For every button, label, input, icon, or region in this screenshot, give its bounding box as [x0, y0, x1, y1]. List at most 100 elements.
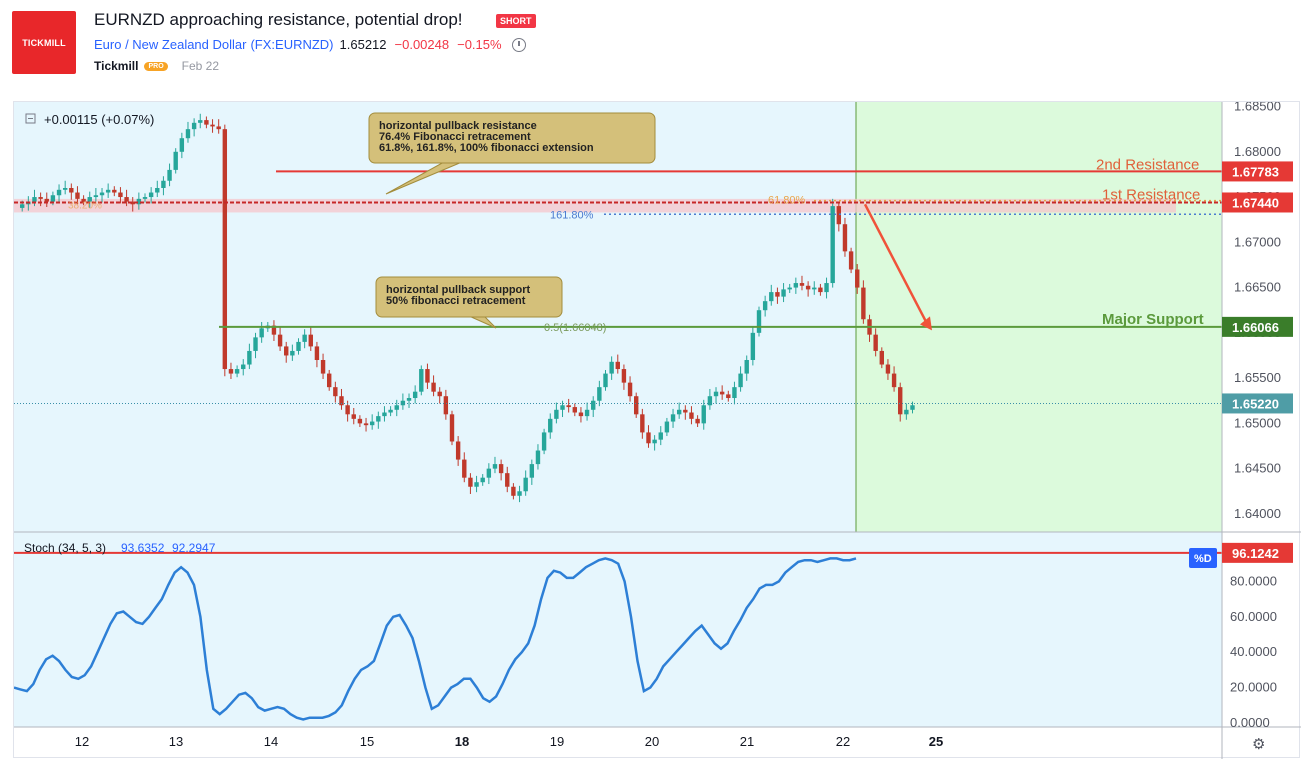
candle-body [793, 283, 799, 288]
candle-body [885, 364, 891, 374]
candle-body [744, 360, 749, 374]
stoch-series-badge-bg [1189, 548, 1217, 568]
candle-body [676, 409, 682, 415]
symbol-code-link[interactable]: (FX:EURNZD) [250, 37, 334, 52]
candle-body [566, 405, 571, 408]
candle-body [93, 195, 99, 198]
candle-body [50, 195, 56, 202]
candle-body [455, 441, 461, 460]
candle-body [87, 197, 92, 202]
stoch-d-value: 92.2947 [172, 541, 216, 555]
projection-zone [856, 102, 1222, 532]
second-resistance-label: 2nd Resistance [1096, 156, 1199, 173]
candle-body [333, 387, 338, 397]
candle-body [511, 486, 516, 496]
publish-date: Feb 22 [181, 59, 219, 73]
settings-gear-icon[interactable]: ⚙ [1252, 736, 1266, 753]
price-change: −0.00248 [394, 37, 450, 52]
candle-body [388, 409, 393, 413]
author-name[interactable]: Tickmill [94, 59, 139, 73]
candle-body [468, 477, 473, 487]
candle-body [406, 398, 412, 401]
first-resistance-tag: 1.67440 [1232, 195, 1279, 210]
candle-body [855, 269, 860, 288]
first-resistance-tag-bg [1222, 192, 1293, 213]
candle-body [20, 204, 25, 208]
candle-body [769, 292, 774, 302]
candle-body [812, 287, 817, 290]
chart-svg[interactable]: 61.80% 161.80% 0.5(1.66048) 38.20% 2nd Resis… [14, 102, 1301, 759]
price-tick-label: 1.68000 [1234, 144, 1281, 159]
candle-body [216, 126, 221, 130]
candle-body [234, 369, 240, 374]
stoch-tick-label: 60.0000 [1230, 609, 1277, 624]
price-tick-label: 1.64500 [1234, 461, 1281, 476]
second-resistance-tag-bg [1222, 161, 1293, 182]
support-annotation-line: 50% fibonacci retracement [386, 295, 526, 307]
candle-body [302, 334, 307, 342]
candle-body [695, 418, 700, 424]
candle-body [167, 169, 172, 181]
last-price-tag: 1.65220 [1232, 396, 1279, 411]
time-tick-label: 13 [169, 734, 183, 749]
candle-body [480, 477, 485, 483]
candle-body [38, 197, 43, 199]
logo-text: TICKMILL [22, 37, 66, 48]
stoch-tick-label: 20.0000 [1230, 680, 1277, 695]
candle-body [161, 180, 166, 188]
candle-body [830, 206, 835, 284]
tickmill-logo[interactable]: TICKMILL [12, 11, 76, 74]
candle-body [400, 400, 406, 406]
price-tick-label: 1.65000 [1234, 415, 1281, 430]
candle-body [327, 373, 332, 388]
candle-body [634, 396, 639, 415]
chart-header: TICKMILL EURNZD approaching resistance, … [0, 0, 1312, 98]
candle-body [136, 198, 142, 205]
candle-body [32, 197, 37, 202]
time-tick-label: 15 [360, 734, 374, 749]
candle-body [756, 310, 762, 333]
candle-body [640, 414, 645, 433]
time-tick-label: 19 [550, 734, 564, 749]
projection-arrow-line [863, 203, 931, 328]
chart-container[interactable]: 61.80% 161.80% 0.5(1.66048) 38.20% 2nd Resis… [13, 101, 1301, 759]
stoch-line [14, 557, 857, 721]
resistance-annotation-line: 76.4% Fibonacci retracement [379, 131, 531, 143]
candle-body [296, 341, 301, 351]
fib-label-05: 0.5(1.66048) [544, 322, 606, 334]
resistance-annotation-box [368, 112, 656, 164]
candle-body [99, 192, 105, 196]
candle-body [198, 120, 203, 123]
candle-body [584, 409, 590, 417]
candle-body [155, 188, 160, 193]
candle-body [787, 287, 792, 290]
candle-body [805, 285, 811, 290]
candle-body [277, 334, 283, 347]
candle-body [535, 450, 541, 465]
candle-body [376, 416, 381, 422]
candle-body [891, 373, 897, 388]
candle-body [253, 337, 258, 351]
resistance-annotation-line: 61.8%, 161.8%, 100% fibonacci extension [379, 142, 594, 154]
price-tick-label: 1.64000 [1234, 506, 1281, 521]
major-support-tag: 1.66066 [1232, 320, 1279, 335]
candle-body [781, 289, 786, 297]
candle-body [578, 412, 584, 417]
candles-group [20, 113, 915, 503]
candle-body [517, 491, 522, 496]
candle-body [148, 192, 154, 198]
candle-body [541, 432, 547, 451]
time-tick-label: 25 [929, 734, 943, 749]
candle-body [222, 129, 228, 370]
second-resistance-tag: 1.67783 [1232, 164, 1279, 179]
candle-body [646, 432, 651, 444]
candle-body [836, 206, 842, 225]
resistance-annotation-line: horizontal pullback resistance [379, 120, 537, 132]
candle-body [173, 151, 178, 170]
symbol-name-link[interactable]: Euro / New Zealand Dollar [94, 37, 247, 52]
alarm-clock-icon[interactable] [511, 37, 526, 52]
candle-body [443, 396, 449, 415]
candle-body [431, 382, 436, 392]
stoch-k-value: 93.6352 [121, 541, 165, 555]
